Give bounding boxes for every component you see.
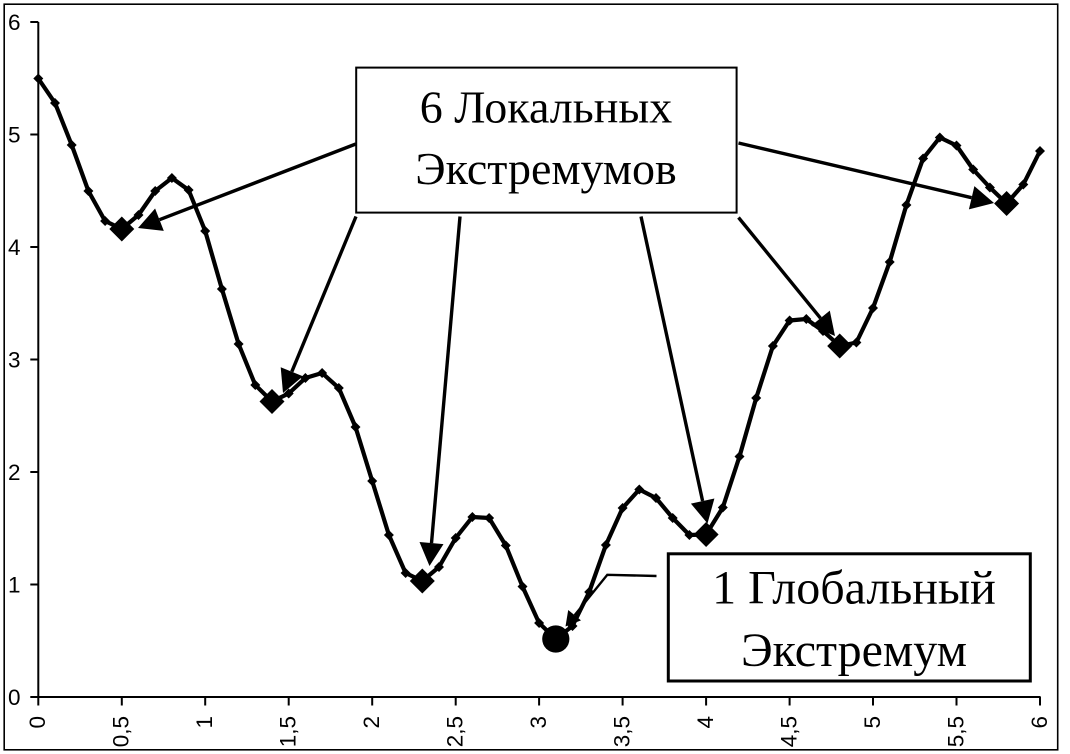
svg-text:1: 1: [192, 716, 217, 729]
svg-text:4: 4: [693, 716, 718, 729]
svg-text:1,5: 1,5: [276, 716, 301, 747]
svg-text:5: 5: [8, 123, 21, 148]
svg-text:0: 0: [25, 716, 50, 729]
svg-text:6: 6: [1027, 716, 1052, 729]
svg-text:6 Локальных: 6 Локальных: [420, 82, 672, 133]
svg-text:Экстремумов: Экстремумов: [415, 143, 676, 194]
svg-text:0: 0: [8, 685, 21, 710]
svg-text:2: 2: [359, 716, 384, 729]
svg-text:5,5: 5,5: [943, 716, 968, 747]
svg-text:2: 2: [8, 460, 21, 485]
svg-text:3,5: 3,5: [609, 716, 634, 747]
svg-text:6: 6: [8, 10, 21, 35]
svg-text:0,5: 0,5: [109, 716, 134, 747]
svg-text:3: 3: [526, 716, 551, 729]
svg-text:3: 3: [8, 348, 21, 373]
svg-text:5: 5: [860, 716, 885, 729]
svg-text:1 Глобальный: 1 Глобальный: [712, 562, 996, 615]
svg-text:Экстремум: Экстремум: [741, 624, 967, 677]
svg-text:4: 4: [8, 235, 21, 260]
svg-text:2,5: 2,5: [443, 716, 468, 747]
svg-text:1: 1: [8, 573, 21, 598]
svg-text:4,5: 4,5: [776, 716, 801, 747]
